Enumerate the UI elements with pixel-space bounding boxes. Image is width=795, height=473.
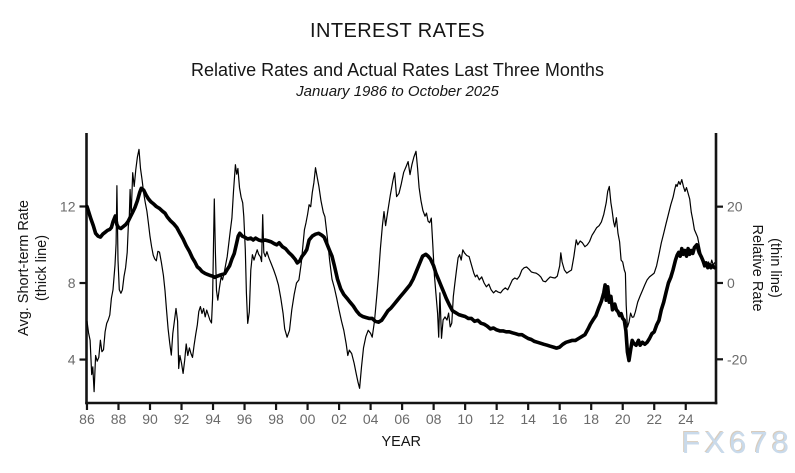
x-tick-label: 12 xyxy=(489,411,505,427)
x-tick-label: 06 xyxy=(394,411,410,427)
series-relative-rate xyxy=(86,148,716,393)
x-tick-label: 16 xyxy=(552,411,568,427)
y-left-tick-label: 12 xyxy=(60,198,76,214)
x-tick-label: 08 xyxy=(426,411,442,427)
x-tick-label: 88 xyxy=(111,411,127,427)
chart-period-note: January 1986 to October 2025 xyxy=(296,83,499,100)
x-axis-title: YEAR xyxy=(382,434,422,450)
chart-subtitle: Relative Rates and Actual Rates Last Thr… xyxy=(191,60,604,80)
x-tick-label: 86 xyxy=(79,411,95,427)
x-tick-label: 22 xyxy=(646,411,662,427)
watermark: FX678 xyxy=(681,425,793,460)
x-tick-label: 20 xyxy=(615,411,631,427)
y-right-tick-label: 20 xyxy=(727,199,743,215)
x-tick-label: 24 xyxy=(678,411,694,427)
y-left-tick-label: 8 xyxy=(68,275,76,291)
x-tick-label: 90 xyxy=(142,411,158,427)
chart-title: INTEREST RATES xyxy=(310,20,485,42)
y-left-axis-title: Avg. Short-term Rate xyxy=(16,200,32,336)
y-right-axis-subtitle: (thin line) xyxy=(767,238,783,298)
y-right-axis-title: Relative Rate xyxy=(749,224,765,311)
x-tick-label: 10 xyxy=(457,411,473,427)
x-tick-label: 18 xyxy=(583,411,599,427)
x-tick-label: 04 xyxy=(363,411,379,427)
x-tick-label: 92 xyxy=(174,411,190,427)
x-tick-label: 96 xyxy=(237,411,253,427)
x-tick-label: 98 xyxy=(268,411,284,427)
x-tick-label: 00 xyxy=(300,411,316,427)
y-right-tick-label: 0 xyxy=(727,275,735,291)
series-avg-short-term-rate xyxy=(85,186,717,363)
x-tick-label: 94 xyxy=(205,411,221,427)
x-tick-label: 02 xyxy=(331,411,347,427)
y-left-tick-label: 4 xyxy=(68,352,76,368)
y-left-axis-subtitle: (thick line) xyxy=(34,235,50,301)
y-right-tick-label: -20 xyxy=(727,351,747,367)
chart-header: INTEREST RATES Relative Rates and Actual… xyxy=(0,0,795,100)
x-tick-label: 14 xyxy=(520,411,536,427)
